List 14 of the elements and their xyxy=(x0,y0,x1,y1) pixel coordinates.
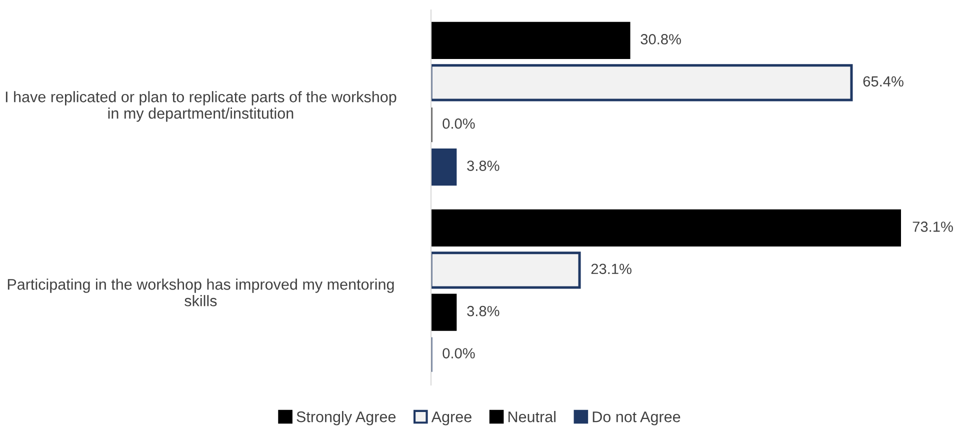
data-label: 65.4% xyxy=(863,76,904,87)
data-label: 73.1% xyxy=(912,222,953,232)
legend-label: Strongly Agree xyxy=(296,411,396,426)
data-label: 0.0% xyxy=(442,118,475,129)
data-label: 30.8% xyxy=(640,34,681,44)
y-tick-label: Participating in the workshop has improved my mentoring skills xyxy=(8,278,394,306)
legend-label: Neutral xyxy=(508,411,556,422)
data-label: 23.1% xyxy=(591,264,632,274)
legend-label: Do not Agree xyxy=(592,412,680,426)
data-label: 3.8% xyxy=(467,306,500,316)
y-tick-label: I have replicated or plan to replicate parts of the workshop in my department/institution xyxy=(6,91,396,122)
data-label: 3.8% xyxy=(467,160,500,171)
data-label: 0.0% xyxy=(442,348,475,358)
legend-label: Agree xyxy=(431,412,472,426)
